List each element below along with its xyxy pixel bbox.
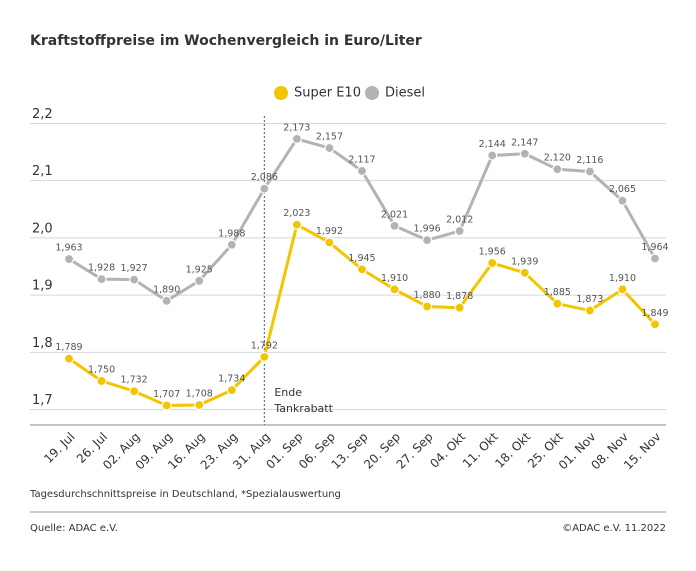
data-point [63,253,75,265]
series-line [68,223,657,408]
data-point [324,142,335,154]
value-label: 1,996 [414,224,441,235]
value-label: 1,789 [55,342,82,353]
data-point [617,195,628,206]
data-point [129,274,140,285]
value-label: 1,885 [544,287,571,298]
data-point [389,284,400,295]
value-label: 1,939 [511,256,538,267]
value-label: 1,750 [88,364,115,375]
y-tick-label: 1,8 [32,336,53,351]
data-point [291,219,302,230]
value-label: 1,928 [88,263,115,274]
value-label: 2,116 [576,155,603,166]
data-point [487,150,498,161]
data-point [552,164,563,175]
legend-swatch [274,86,288,100]
y-tick-label: 2,2 [32,107,53,122]
data-point [649,253,661,264]
value-label: 2,086 [251,172,278,183]
value-label: 1,992 [316,226,343,237]
value-label: 1,910 [381,273,408,284]
data-point [129,386,140,397]
data-point [422,301,433,312]
value-label: 1,988 [218,228,245,239]
value-label: 1,792 [251,340,278,351]
value-label: 1,925 [186,264,213,275]
legend-label: Diesel [385,86,425,101]
data-point [584,305,595,316]
footnote: Tagesdurchschnittspreise in Deutschland,… [29,489,341,500]
value-label: 2,065 [609,184,636,195]
y-tick-label: 2,1 [32,164,53,179]
data-point [96,273,107,285]
y-tick-label: 1,9 [32,279,53,294]
value-label: 1,945 [348,253,375,264]
value-label: 1,878 [446,291,473,302]
chart-title: Kraftstoffpreise im Wochenvergleich in E… [30,33,422,49]
data-point [226,385,237,396]
value-label: 2,117 [348,154,375,165]
data-point [617,284,628,295]
value-label: 2,173 [283,122,310,133]
value-label: 2,023 [283,208,310,219]
data-point [194,275,205,286]
value-label: 1,963 [55,243,82,254]
data-point [519,267,530,278]
data-point [194,399,205,411]
value-label: 2,012 [446,215,473,226]
value-label: 1,734 [218,374,245,385]
value-label: 1,910 [609,273,636,284]
value-label: 1,880 [414,290,441,301]
value-label: 1,956 [479,247,506,258]
data-point [422,235,433,246]
value-label: 2,120 [544,153,571,164]
data-point [226,239,237,250]
value-label: 2,157 [316,132,343,143]
x-tick-label: 27. Sep [394,430,436,472]
data-point [356,165,368,177]
value-label: 2,021 [381,209,408,220]
data-point [487,257,498,269]
data-point [356,264,368,275]
value-label: 2,144 [479,139,506,150]
x-tick-label: 19. Jul [41,430,77,466]
value-label: 1,732 [121,375,148,386]
data-point [584,166,595,177]
copyright: ©ADAC e.V. 11.2022 [562,523,666,534]
legend-label: Super E10 [294,86,361,101]
source: Quelle: ADAC e.V. [30,523,118,534]
data-point [649,319,661,330]
value-label: 1,890 [153,284,180,295]
value-label: 1,708 [186,388,213,399]
value-label: 2,147 [511,137,538,148]
value-label: 1,873 [576,294,603,305]
data-point [161,400,172,411]
data-point [96,375,107,387]
value-label: 1,964 [641,242,668,253]
data-point [259,351,270,363]
data-point [63,353,75,364]
value-label: 1,707 [153,389,180,400]
data-point [389,220,400,231]
data-point [519,148,530,159]
data-point [552,298,563,309]
data-point [454,225,465,237]
value-label: 1,927 [121,263,148,274]
data-point [454,302,465,313]
y-tick-label: 2,0 [32,221,53,236]
y-tick-label: 1,7 [32,393,53,408]
data-point [161,295,172,306]
data-point [259,183,270,194]
annotation-text: Ende [274,386,302,399]
value-label: 1,849 [641,308,668,319]
legend-swatch [365,86,379,100]
data-point [291,133,302,144]
data-point [324,237,335,248]
annotation-text: Tankrabatt [273,402,333,415]
